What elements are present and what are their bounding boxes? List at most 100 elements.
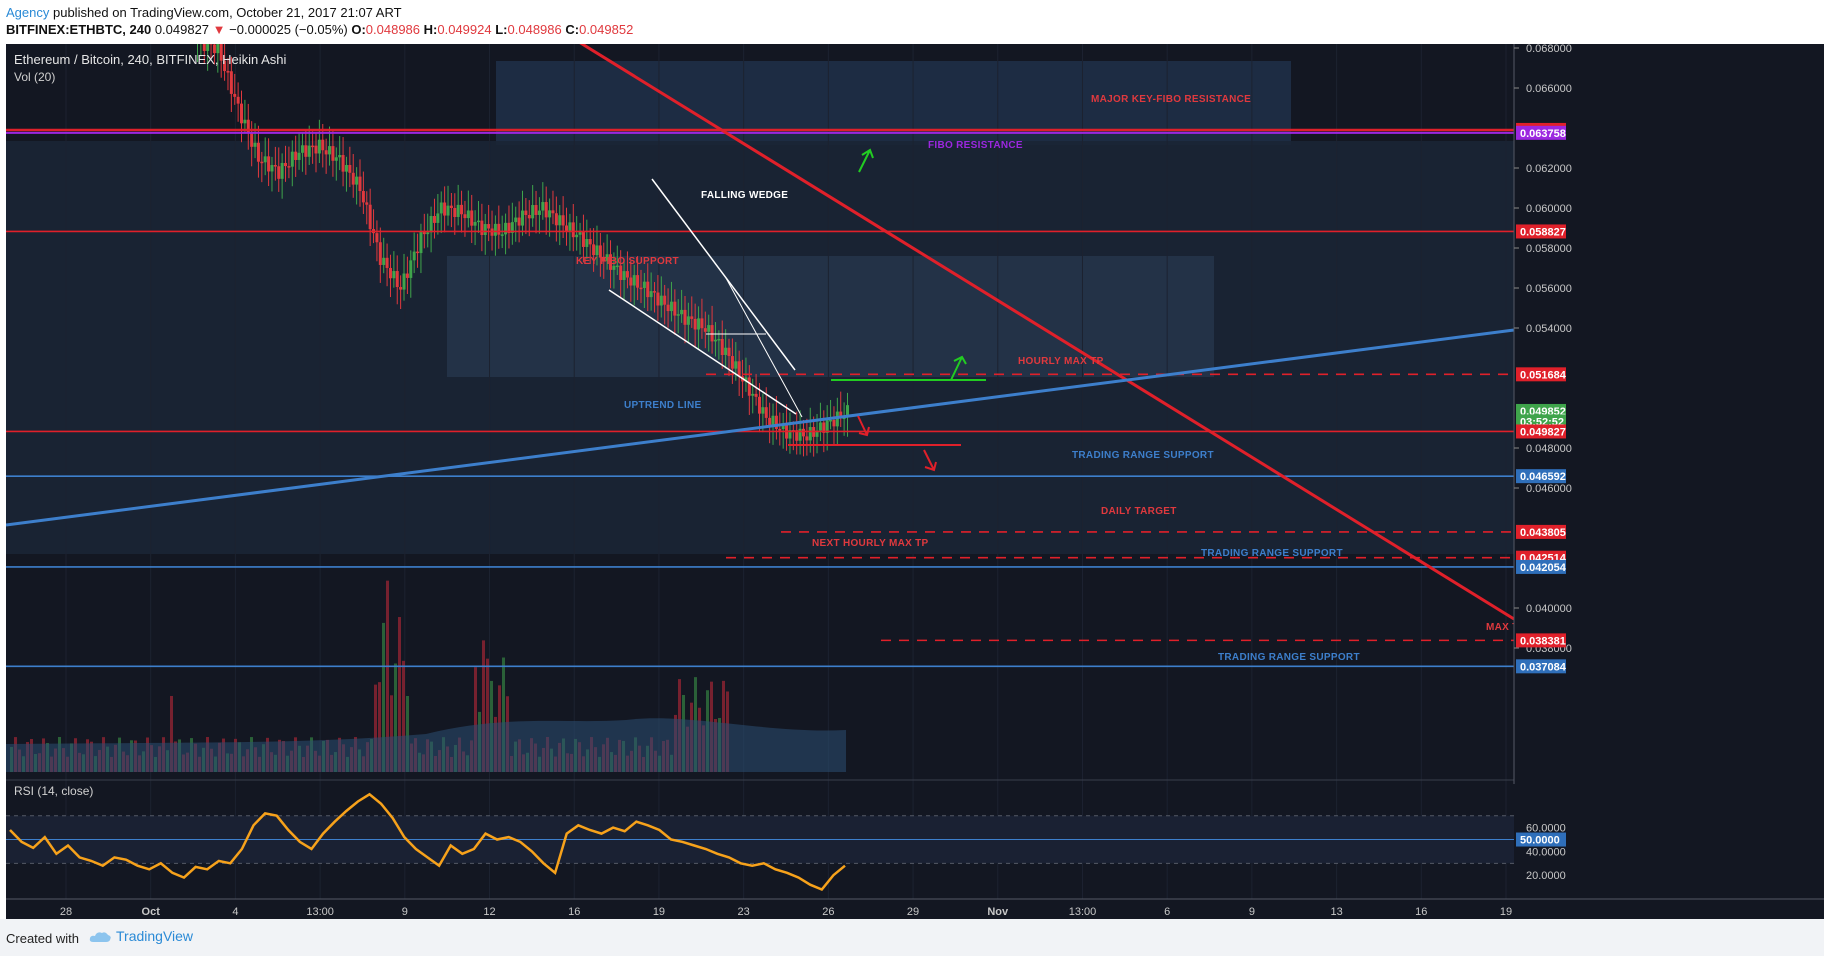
candle-body [680,309,684,315]
y-tick-label: 0.068000 [1526,44,1572,55]
published-text: published on TradingView.com, October 21… [49,5,402,20]
candle-body [734,361,738,369]
candle-body [233,93,237,97]
candle-body [751,393,755,396]
chart-title: Ethereum / Bitcoin, 240, BITFINEX, Heiki… [14,52,287,67]
volume-bar [486,658,489,772]
x-tick-label: Nov [987,906,1009,918]
candle-body [808,427,812,441]
high-value: 0.049924 [437,22,492,37]
price-tag [1516,224,1566,239]
price-tag-label: 0.042054 [1520,562,1567,574]
candle-body [832,419,836,427]
candle-body [280,162,284,179]
candle-body [348,164,352,173]
candle-body [243,119,247,124]
candle-body [693,318,697,330]
high-label: H: [423,22,438,37]
price-tag [1516,469,1566,484]
author-link[interactable]: Agency [6,5,50,20]
volume-bar [474,667,477,772]
candle-body [497,223,501,235]
candle-body [456,204,460,217]
rsi-tick-label: 40.0000 [1526,846,1566,858]
candle-body [463,214,467,219]
candle-body [558,215,562,226]
annotation-label: MAJOR KEY-FIBO RESISTANCE [1091,94,1251,105]
candle-body [622,271,626,280]
candle-body [409,260,413,278]
candle-body [300,145,304,153]
candle-body [212,44,216,54]
candle-body [449,205,453,209]
chart-area[interactable]: MAJOR KEY-FIBO RESISTANCE FIBO RESISTANCE… [5,18,1824,919]
candle-body [314,145,318,154]
created-with-label: Created with [6,931,79,946]
candle-body [460,204,464,215]
chart-svg[interactable]: MAJOR KEY-FIBO RESISTANCE FIBO RESISTANCE… [5,18,1824,919]
candle-body [842,417,846,419]
candle-body [673,301,677,316]
candle-body [815,430,819,437]
candle-body [839,411,843,419]
candle-body [493,223,497,236]
change-down-icon: ▼ [212,22,226,37]
tradingview-brand-link[interactable]: TradingView [88,928,193,944]
candle-body [507,222,511,233]
candle-body [846,405,849,418]
candle-body [223,60,227,72]
price-tag-label: 0.051684 [1520,369,1567,381]
annotation-label: KEY FIBO SUPPORT [576,256,679,267]
candle-body [206,40,210,51]
tradingview-brand-text[interactable]: TradingView [116,928,194,944]
candle-body [284,162,288,167]
candle-body [480,220,484,235]
candle-body [344,164,348,172]
candle-body [351,172,355,185]
candle-body [663,295,667,305]
candle-body [287,166,291,168]
candle-body [713,339,717,342]
candle-body [561,215,565,226]
candle-body [321,139,325,151]
price-tag-label: 0.049827 [1520,426,1566,438]
candle-body [825,420,829,433]
candle-body [666,304,670,312]
candle-body [219,41,223,61]
volume-bar [398,617,401,772]
price-tag [1516,659,1566,674]
wedge-upper [651,178,796,371]
candle-body [524,210,528,215]
candle-body [202,37,206,51]
volume-bar [394,663,397,772]
candle-body [632,275,636,286]
candle-body [605,254,609,262]
x-tick-label: 16 [1415,906,1427,918]
y-tick-label: 0.062000 [1526,163,1572,175]
price-tag-label: 0.046592 [1520,471,1566,483]
tradingview-cloud-icon [89,932,111,942]
candle-body [764,407,768,418]
candle-body [419,232,423,254]
candle-body [311,145,315,148]
wedge-lower [608,289,797,415]
candle-body [240,103,244,124]
price-tag [1516,424,1566,439]
candle-body [412,251,416,261]
down-arrow-icon [857,415,870,437]
volume-bar [170,695,173,772]
last-price: 0.049827 [154,22,210,37]
candle-body [727,347,731,357]
candle-body [521,210,524,226]
candle-body [443,202,447,216]
candle-body [653,291,657,293]
candle-body [338,155,342,158]
x-tick-label: 28 [60,906,72,918]
candle-body [778,428,782,431]
candle-body [565,225,569,231]
y-tick-label: 0.040000 [1526,603,1572,615]
candle-body [358,176,362,192]
annotation-label: HOURLY MAX TP [1018,356,1104,367]
candle-body [341,155,345,172]
candle-body [378,242,382,265]
